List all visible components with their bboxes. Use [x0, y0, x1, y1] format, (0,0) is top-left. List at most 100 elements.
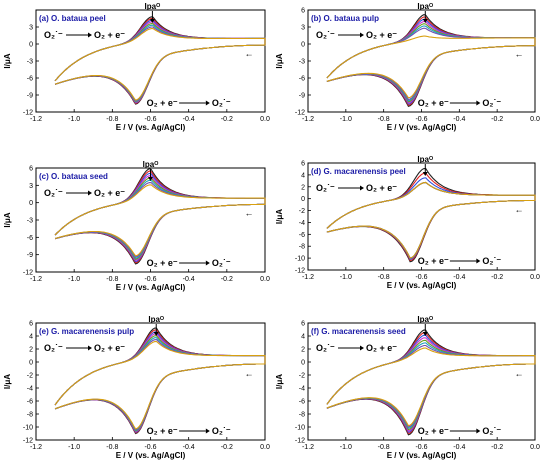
- cv-curve-series-8: [326, 181, 536, 259]
- x-tick-label: -0.8: [378, 116, 390, 123]
- peak-arrow-head: [153, 332, 159, 336]
- x-tick-label: -0.6: [144, 444, 156, 451]
- oxidation-equation-reactant: O₂˙⁻: [316, 343, 335, 353]
- x-tick-label: -1.2: [30, 444, 42, 451]
- y-tick-label: -10: [295, 256, 305, 263]
- y-tick-label: -6: [27, 235, 33, 242]
- reduction-equation-product: O₂˙⁻: [482, 256, 501, 266]
- y-tick-label: -3: [299, 59, 305, 66]
- y-tick-label: 0: [301, 360, 305, 367]
- y-tick-label: -3: [27, 218, 33, 225]
- scan-direction-arrow: ←: [245, 369, 254, 379]
- y-axis-label: I/μA: [275, 53, 284, 68]
- x-tick-label: -0.2: [491, 274, 503, 281]
- peak-arrow-head: [422, 19, 428, 23]
- x-axis-label: E / V (vs. Ag/AgCl): [387, 123, 457, 132]
- y-axis-label: I/μA: [3, 374, 12, 389]
- panel-a: -1.2 -1.0 -0.8 -0.6 -0.4 -0.2 0.0 3 0 -3 -6 -9 -12 E …: [3, 2, 270, 132]
- y-tick-label: 2: [301, 184, 305, 191]
- panel-label: (b) O. bataua pulp: [311, 14, 379, 23]
- reduction-equation-product: O₂˙⁻: [482, 426, 501, 436]
- reduction-equation-reactant: O₂ + e⁻: [418, 98, 449, 108]
- reduction-equation-reactant: O₂ + e⁻: [147, 426, 178, 436]
- reduction-equation-reactant: O₂ + e⁻: [147, 98, 178, 108]
- cv-curve-series-3: [326, 177, 536, 260]
- y-tick-label: -4: [27, 386, 33, 393]
- x-tick-label: -0.6: [144, 276, 156, 283]
- x-tick-label: -1.2: [302, 116, 314, 123]
- reduction-equation-product: O₂˙⁻: [212, 426, 231, 436]
- oxidation-equation-reactant: O₂˙⁻: [316, 30, 335, 40]
- y-tick-label: -12: [295, 110, 305, 117]
- y-tick-label: -4: [299, 386, 305, 393]
- peak-arrow-head: [149, 19, 155, 23]
- y-tick-label: -9: [27, 93, 33, 100]
- cv-curve-series-6: [54, 337, 266, 431]
- y-tick-label: 2: [29, 347, 33, 354]
- oxidation-equation-reactant: O₂˙⁻: [316, 183, 335, 193]
- oxidation-arrow-head: [88, 32, 92, 38]
- peak-label: Ipaᴼ: [417, 315, 433, 324]
- oxidation-equation-reactant: O₂˙⁻: [44, 188, 63, 198]
- x-tick-label: -1.0: [340, 444, 352, 451]
- oxidation-arrow-head: [360, 32, 364, 38]
- x-tick-label: -0.2: [221, 444, 233, 451]
- y-axis-label: I/μA: [3, 53, 12, 68]
- y-tick-label: -2: [299, 208, 305, 215]
- y-tick-label: 0: [301, 196, 305, 203]
- x-tick-label: -0.2: [221, 276, 233, 283]
- reduction-equation-reactant: O₂ + e⁻: [147, 258, 178, 268]
- reduction-equation-product: O₂˙⁻: [482, 98, 501, 108]
- y-tick-label: -12: [23, 438, 33, 445]
- y-tick-label: 0: [29, 360, 33, 367]
- reduction-arrow-head: [476, 100, 481, 106]
- oxidation-equation-product: O₂ + e⁻: [94, 30, 125, 40]
- y-tick-label: 3: [301, 25, 305, 32]
- x-tick-label: 0.0: [260, 444, 270, 451]
- plot-frame: [35, 167, 266, 273]
- peak-arrow-head: [148, 177, 153, 181]
- y-tick-label: 4: [301, 334, 305, 341]
- oxidation-equation-product: O₂ + e⁻: [94, 343, 125, 353]
- y-axis-label: I/μA: [275, 209, 284, 224]
- cv-curve-series-1: [54, 327, 266, 435]
- oxidation-arrow-head: [360, 345, 364, 351]
- y-tick-label: -12: [23, 110, 33, 117]
- reduction-arrow-head: [205, 260, 210, 266]
- x-tick-label: -1.2: [30, 276, 42, 283]
- y-tick-label: -4: [299, 220, 305, 227]
- y-tick-label: -12: [295, 268, 305, 275]
- x-tick-label: -0.6: [144, 116, 156, 123]
- cv-curve-series-1: [326, 329, 536, 436]
- reduction-equation-product: O₂˙⁻: [212, 258, 231, 268]
- y-tick-label: -8: [299, 412, 305, 419]
- x-tick-label: -0.2: [221, 116, 233, 123]
- panel-label: (e) G. macarenensis pulp: [39, 327, 134, 336]
- y-tick-label: 4: [29, 334, 33, 341]
- x-tick-label: -0.2: [491, 444, 503, 451]
- oxidation-equation-product: O₂ + e⁻: [366, 183, 397, 193]
- y-tick-label: -6: [299, 232, 305, 239]
- y-tick-label: 6: [301, 8, 305, 15]
- x-axis-label: E / V (vs. Ag/AgCl): [387, 281, 457, 290]
- y-tick-label: -8: [299, 244, 305, 251]
- x-tick-label: -0.4: [183, 444, 195, 451]
- x-tick-label: 0.0: [260, 276, 270, 283]
- x-axis-label: E / V (vs. Ag/AgCl): [116, 451, 186, 460]
- y-tick-label: 0: [301, 42, 305, 49]
- panel-label: (a) O. bataua peel: [39, 14, 106, 23]
- panel-label: (f) G. macarenensis seed: [311, 327, 406, 336]
- x-tick-label: -1.2: [302, 444, 314, 451]
- peak-arrow-head: [422, 172, 428, 176]
- reduction-equation-reactant: O₂ + e⁻: [418, 426, 449, 436]
- y-tick-label: 2: [301, 347, 305, 354]
- y-tick-label: 3: [29, 25, 33, 32]
- x-tick-label: -1.2: [30, 116, 42, 123]
- x-tick-label: -0.8: [378, 274, 390, 281]
- reduction-arrow-head: [476, 428, 481, 434]
- reduction-arrow-head: [476, 258, 481, 264]
- y-tick-label: -9: [299, 93, 305, 100]
- reduction-arrow-head: [205, 100, 210, 106]
- y-tick-label: -9: [27, 252, 33, 259]
- scan-direction-arrow: ←: [245, 208, 254, 218]
